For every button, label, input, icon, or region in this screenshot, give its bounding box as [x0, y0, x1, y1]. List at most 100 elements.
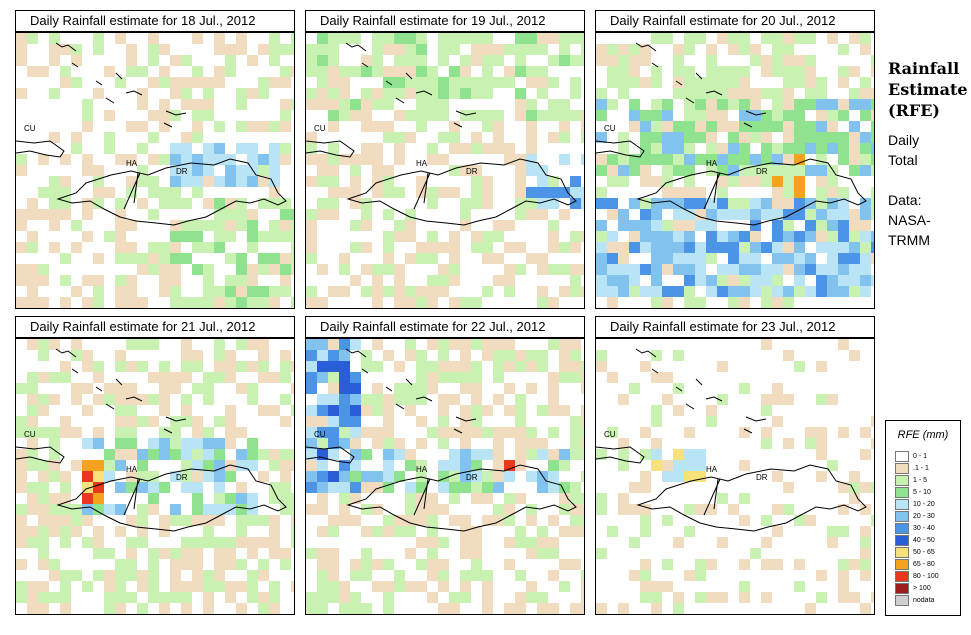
rainfall-cell: [38, 154, 49, 165]
rainfall-cell: [783, 308, 794, 309]
rainfall-cell: [280, 253, 291, 264]
rainfall-cell: [838, 504, 849, 515]
rainfall-cell: [203, 438, 214, 449]
rainfall-cell: [618, 264, 629, 275]
rainfall-cell: [460, 438, 471, 449]
rainfall-cell: [548, 187, 559, 198]
rainfall-cell: [706, 242, 717, 253]
rainfall-cell: [860, 308, 871, 309]
rainfall-cell: [405, 66, 416, 77]
rainfall-cell: [761, 143, 772, 154]
rainfall-cell: [482, 603, 493, 614]
rainfall-cell: [159, 110, 170, 121]
rainfall-cell: [706, 592, 717, 603]
rainfall-cell: [717, 154, 728, 165]
rainfall-cell: [783, 264, 794, 275]
rainfall-cell: [783, 33, 794, 44]
rainfall-cell: [871, 132, 874, 143]
rainfall-cell: [728, 253, 739, 264]
rainfall-cell: [548, 231, 559, 242]
rainfall-cell: [816, 143, 827, 154]
rainfall-cell: [504, 603, 515, 614]
rainfall-cell: [181, 176, 192, 187]
rainfall-cell: [427, 253, 438, 264]
rainfall-cell: [717, 537, 728, 548]
rainfall-cell: [761, 405, 772, 416]
rainfall-cell: [651, 99, 662, 110]
rainfall-cell: [570, 33, 581, 44]
rainfall-cell: [482, 515, 493, 526]
rainfall-cell: [328, 99, 339, 110]
rainfall-cell: [328, 394, 339, 405]
rainfall-cell: [405, 308, 416, 309]
rainfall-cell: [515, 165, 526, 176]
rainfall-cell: [339, 592, 350, 603]
rainfall-cell: [559, 33, 570, 44]
rainfall-cell: [383, 209, 394, 220]
rainfall-cell: [60, 275, 71, 286]
rainfall-cell: [805, 264, 816, 275]
rainfall-cell: [350, 482, 361, 493]
rainfall-cell: [350, 154, 361, 165]
rainfall-cell: [783, 350, 794, 361]
rainfall-cell: [640, 121, 651, 132]
rainfall-cell: [684, 44, 695, 55]
rainfall-cell: [629, 110, 640, 121]
rainfall-cell: [460, 427, 471, 438]
rainfall-cell: [482, 405, 493, 416]
rainfall-cell: [427, 548, 438, 559]
rainfall-cell: [82, 209, 93, 220]
rainfall-cell: [16, 154, 27, 165]
rainfall-cell: [192, 361, 203, 372]
rainfall-cell: [838, 339, 849, 350]
rainfall-cell: [317, 482, 328, 493]
rainfall-cell: [236, 361, 247, 372]
rainfall-cell: [816, 275, 827, 286]
rainfall-cell: [651, 275, 662, 286]
rainfall-cell: [684, 143, 695, 154]
rainfall-cell: [640, 264, 651, 275]
rainfall-cell: [772, 471, 783, 482]
bahamas-coastline: [125, 90, 143, 96]
rainfall-cell: [537, 449, 548, 460]
rainfall-cell: [860, 504, 871, 515]
rainfall-cell: [170, 581, 181, 592]
rainfall-cell: [247, 275, 258, 286]
rainfall-cell: [181, 220, 192, 231]
rainfall-cell: [526, 143, 537, 154]
rainfall-cell: [247, 308, 258, 309]
rainfall-cell: [236, 559, 247, 570]
rainfall-cell: [269, 264, 280, 275]
rainfall-cell: [148, 77, 159, 88]
panel-title-jul-20: Daily Rainfall estimate for 20 Jul., 201…: [595, 10, 875, 32]
rainfall-cell: [493, 77, 504, 88]
rainfall-cell: [181, 438, 192, 449]
rainfall-cell: [115, 482, 126, 493]
rainfall-cell: [427, 88, 438, 99]
rainfall-cell: [493, 350, 504, 361]
rainfall-cell: [104, 581, 115, 592]
rainfall-cell: [203, 297, 214, 308]
rainfall-cell: [383, 581, 394, 592]
rainfall-cell: [849, 99, 860, 110]
rainfall-cell: [548, 110, 559, 121]
map-jul-21: CU HA DR: [15, 338, 295, 615]
rainfall-cell: [493, 438, 504, 449]
rainfall-cell: [515, 570, 526, 581]
rainfall-cell: [717, 99, 728, 110]
rainfall-cell: [438, 405, 449, 416]
rainfall-cell: [383, 99, 394, 110]
rainfall-cell: [306, 383, 317, 394]
rainfall-cell: [515, 394, 526, 405]
rainfall-cell: [596, 154, 607, 165]
rainfall-cell: [192, 504, 203, 515]
rainfall-cell: [247, 614, 258, 615]
rainfall-cell: [93, 537, 104, 548]
rainfall-cell: [170, 614, 181, 615]
rainfall-cell: [328, 559, 339, 570]
rainfall-cell: [728, 165, 739, 176]
rainfall-cell: [673, 209, 684, 220]
rainfall-cell: [291, 581, 294, 592]
rainfall-cell: [640, 77, 651, 88]
rainfall-cell: [192, 154, 203, 165]
